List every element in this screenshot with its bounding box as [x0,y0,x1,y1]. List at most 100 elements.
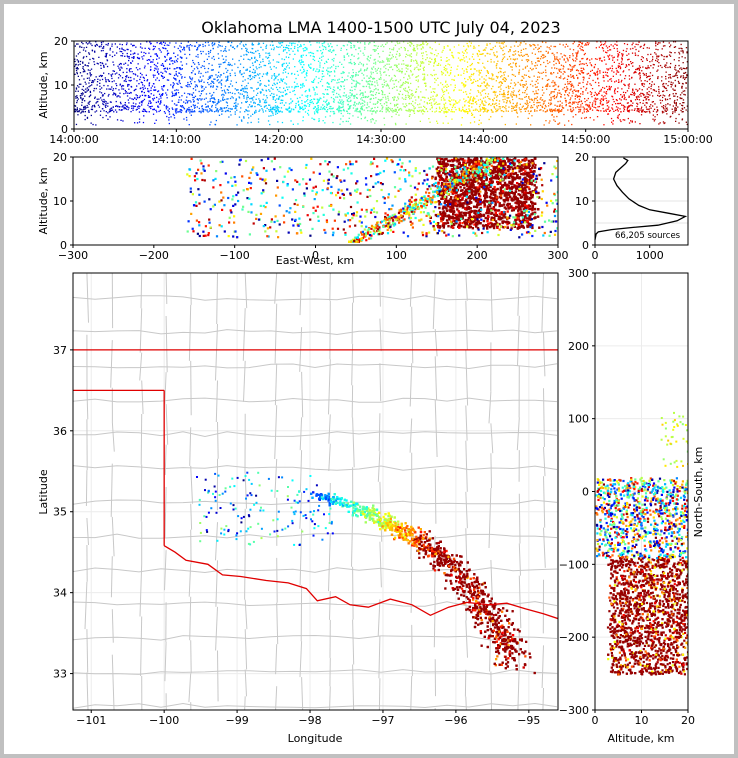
time-altitude-point [238,97,241,99]
time-altitude-point [682,108,684,110]
time-altitude-point [649,61,651,63]
time-altitude-point [157,68,159,70]
time-altitude-point [655,43,657,45]
time-altitude-point [627,102,629,104]
time-altitude-point [582,67,584,69]
time-altitude-point [99,85,101,87]
time-altitude-point [157,90,159,93]
time-altitude-point [173,77,175,79]
time-altitude-point [256,88,258,90]
time-altitude-point [626,109,628,111]
time-altitude-point [266,97,268,99]
time-altitude-point [210,82,212,85]
time-altitude-point [425,41,427,43]
time-altitude-point [578,43,580,46]
time-altitude-point [110,101,112,103]
time-altitude-point [672,93,674,95]
time-altitude-point [109,108,111,110]
time-altitude-point [680,47,682,49]
time-altitude-point [355,48,357,51]
time-altitude-point [565,43,567,45]
time-altitude-point [247,106,249,108]
time-altitude-point [491,111,493,113]
time-altitude-point [596,41,598,43]
time-altitude-point [492,47,494,49]
time-altitude-point [547,83,549,85]
time-altitude-point [93,80,95,82]
time-altitude-point [76,101,78,104]
time-altitude-point [330,43,332,45]
time-altitude-point [670,86,672,88]
time-altitude-point [505,108,507,110]
time-altitude-point [519,44,521,46]
time-altitude-point [637,109,639,111]
time-altitude-point [388,54,391,56]
time-altitude-point [181,86,183,89]
time-altitude-point [259,84,261,87]
time-altitude-point [406,105,408,107]
time-altitude-point [493,54,495,56]
time-altitude-point [343,85,345,87]
time-altitude-point [674,52,676,54]
time-altitude-point [429,108,431,110]
time-altitude-point [221,45,223,47]
time-altitude-point [281,44,283,47]
time-altitude-point [276,105,278,107]
time-altitude-point [522,91,524,94]
time-altitude-point [404,106,406,108]
time-altitude-point [421,62,423,64]
time-altitude-point [542,103,544,105]
time-altitude-point [675,93,677,95]
time-altitude-point [207,101,209,103]
time-altitude-point [641,110,643,112]
time-altitude-point [142,108,145,110]
time-altitude-point [322,104,324,106]
time-altitude-point [618,65,620,67]
time-altitude-point [288,111,290,113]
time-altitude-point [184,76,186,78]
time-altitude-point [154,122,156,124]
time-altitude-point [201,108,203,110]
time-altitude-point [481,100,483,102]
time-altitude-point [316,93,318,95]
time-altitude-point [334,79,336,81]
time-altitude-point [109,88,111,90]
time-altitude-point [620,81,622,83]
time-altitude-point [447,45,449,47]
time-altitude-point [336,96,339,98]
time-altitude-point [405,67,407,69]
time-altitude-point [608,87,610,89]
time-altitude-point [443,103,445,105]
time-altitude-point [312,52,315,55]
time-altitude-point [392,49,395,51]
time-altitude-point [347,75,349,77]
time-altitude-point [239,93,241,95]
time-altitude-point [173,83,175,85]
time-altitude-point [589,101,591,104]
time-altitude-point [413,110,415,113]
time-altitude-point [245,69,247,71]
time-altitude-point [628,96,630,98]
time-altitude-point [640,108,642,110]
time-altitude-point [578,106,580,109]
time-altitude-point [332,107,334,109]
time-altitude-point [157,100,159,102]
time-altitude-point [357,58,359,60]
time-altitude-point [618,113,620,116]
time-altitude-point [477,55,479,57]
time-altitude-point [246,100,248,103]
time-altitude-point [152,45,155,47]
time-altitude-point [387,97,389,99]
time-altitude-point [214,101,216,103]
time-altitude-point [312,58,314,60]
time-altitude-point [636,102,638,104]
time-altitude-point [407,94,409,96]
time-altitude-point [123,108,125,110]
time-altitude-point [652,114,654,116]
time-altitude-point [107,112,109,114]
time-altitude-point [518,71,520,73]
time-altitude-point [176,61,178,63]
time-altitude-point [373,41,375,43]
time-altitude-point [199,110,201,113]
time-altitude-point [251,97,254,99]
